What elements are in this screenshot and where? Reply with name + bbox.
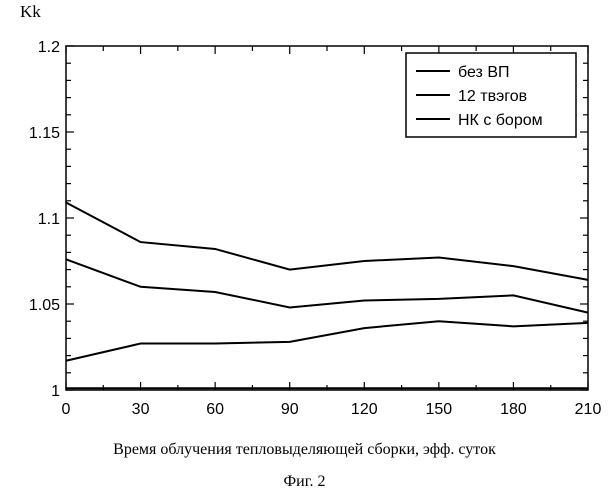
line-chart: 1 1.05 1.1 1.15 1.2 0 30 60 90 120 150 180 210 без … (0, 0, 609, 440)
x-tick-label: 30 (132, 401, 150, 418)
x-tick-label: 120 (351, 401, 378, 418)
y-tick-label: 1 (51, 383, 60, 400)
x-tick-label: 60 (206, 401, 224, 418)
legend: без ВП 12 твэгов НК с бором (406, 53, 576, 137)
x-tick-label: 90 (281, 401, 299, 418)
legend-label: НК с бором (458, 112, 543, 129)
series-line-2 (66, 259, 588, 312)
y-tick-label: 1.15 (29, 125, 60, 142)
y-tick-label: 1.1 (38, 211, 60, 228)
legend-label: 12 твэгов (458, 88, 527, 105)
series-line-3 (66, 321, 588, 361)
y-tick-label: 1.05 (29, 297, 60, 314)
series-line-1 (66, 203, 588, 280)
x-tick-label: 180 (500, 401, 527, 418)
x-tick-label: 210 (575, 401, 602, 418)
x-tick-label: 0 (62, 401, 71, 418)
y-tick-label: 1.2 (38, 39, 60, 56)
legend-label: без ВП (458, 64, 509, 81)
series-lines (66, 203, 588, 389)
x-tick-label: 150 (426, 401, 453, 418)
x-axis-label: Время облучения тепловыделяющей сборки, … (0, 441, 609, 459)
figure-caption: Фиг. 2 (0, 473, 609, 491)
